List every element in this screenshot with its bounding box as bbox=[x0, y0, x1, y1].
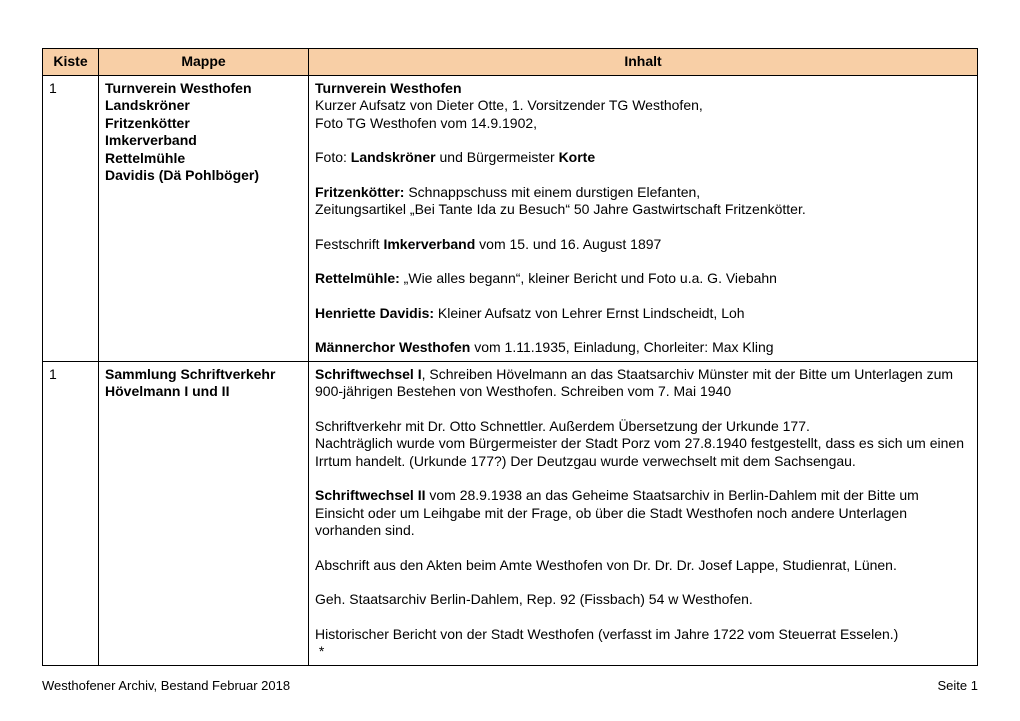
mappe-cell: Sammlung SchriftverkehrHövelmann I und I… bbox=[99, 361, 309, 665]
mappe-line: Davidis (Dä Pohlböger) bbox=[105, 167, 302, 185]
page-footer: Westhofener Archiv, Bestand Februar 2018… bbox=[42, 678, 978, 693]
mappe-line: Landskröner bbox=[105, 97, 302, 115]
page-body: Kiste Mappe Inhalt 1Turnverein Westhofen… bbox=[0, 0, 1020, 666]
table-row: 1Turnverein WesthofenLandskrönerFritzenk… bbox=[43, 75, 978, 361]
mappe-cell: Turnverein WesthofenLandskrönerFritzenkö… bbox=[99, 75, 309, 361]
mappe-lines: Turnverein WesthofenLandskrönerFritzenkö… bbox=[105, 80, 302, 185]
table-header-row: Kiste Mappe Inhalt bbox=[43, 49, 978, 76]
inhalt-cell: Turnverein WesthofenKurzer Aufsatz von D… bbox=[309, 75, 978, 361]
mappe-line: Rettelmühle bbox=[105, 150, 302, 168]
mappe-line: Imkerverband bbox=[105, 132, 302, 150]
kiste-cell: 1 bbox=[43, 75, 99, 361]
mappe-lines: Sammlung SchriftverkehrHövelmann I und I… bbox=[105, 366, 302, 401]
mappe-line: Hövelmann I und II bbox=[105, 383, 302, 401]
mappe-line: Fritzenkötter bbox=[105, 115, 302, 133]
inhalt-cell: Schriftwechsel I, Schreiben Hövelmann an… bbox=[309, 361, 978, 665]
archive-table: Kiste Mappe Inhalt 1Turnverein Westhofen… bbox=[42, 48, 978, 666]
table-row: 1Sammlung SchriftverkehrHövelmann I und … bbox=[43, 361, 978, 665]
mappe-line: Sammlung Schriftverkehr bbox=[105, 366, 302, 384]
col-header-mappe: Mappe bbox=[99, 49, 309, 76]
footer-left: Westhofener Archiv, Bestand Februar 2018 bbox=[42, 678, 290, 693]
footer-right: Seite 1 bbox=[938, 678, 978, 693]
table-body: 1Turnverein WesthofenLandskrönerFritzenk… bbox=[43, 75, 978, 665]
col-header-inhalt: Inhalt bbox=[309, 49, 978, 76]
mappe-line: Turnverein Westhofen bbox=[105, 80, 302, 98]
col-header-kiste: Kiste bbox=[43, 49, 99, 76]
kiste-cell: 1 bbox=[43, 361, 99, 665]
